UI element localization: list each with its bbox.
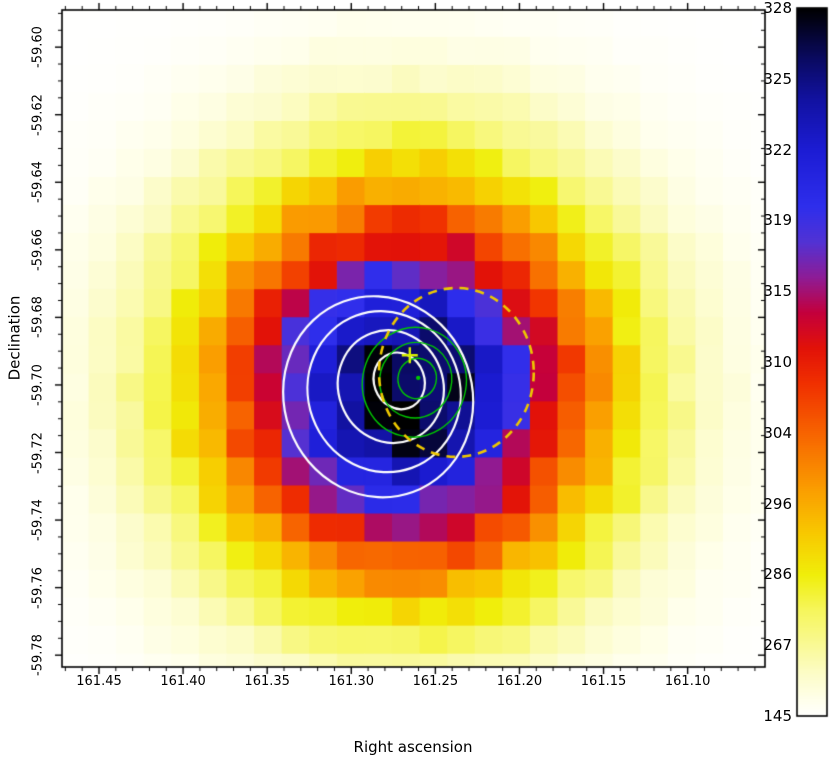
x-tick-label: 161.45 [76,674,122,689]
y-axis-title: Declination [5,295,24,381]
y-tick-label: -59.72 [30,431,46,474]
y-tick-label: -59.76 [30,566,46,609]
colorbar-tick-label: 319 [763,211,792,230]
x-tick-label: 161.10 [664,674,711,689]
x-tick-label: 161.40 [160,674,206,689]
colorbar-tick-label: 145 [763,707,792,725]
colorbar-tick-label: 315 [763,282,792,301]
x-axis-title: Right ascension [353,738,473,756]
x-tick-label: 161.35 [244,674,290,689]
y-tick-label: -59.68 [30,296,46,339]
x-tick-label: 161.15 [580,674,627,689]
colorbar-tick-label: 304 [763,423,792,442]
colorbar-tick-label: 322 [763,140,792,159]
y-tick-label: -59.62 [30,93,46,136]
colorbar-tick-label: 328 [763,0,792,17]
x-tick-label: 161.20 [496,674,543,689]
colorbar-tick-label: 296 [763,494,792,513]
colorbar-tick-label: 286 [763,565,792,584]
y-tick-label: -59.60 [30,26,46,69]
x-tick-label: 161.30 [328,674,375,689]
y-tick-label: -59.78 [30,634,46,677]
y-tick-label: -59.70 [30,363,46,406]
y-tick-label: -59.74 [30,499,46,542]
colorbar-tick-label: 325 [763,69,792,88]
colorbar-tick-label: 267 [763,636,792,655]
y-tick-label: -59.64 [30,161,46,204]
y-tick-label: -59.66 [30,228,46,271]
x-tick-label: 161.25 [412,674,459,689]
colorbar-tick-label: 310 [763,353,792,371]
